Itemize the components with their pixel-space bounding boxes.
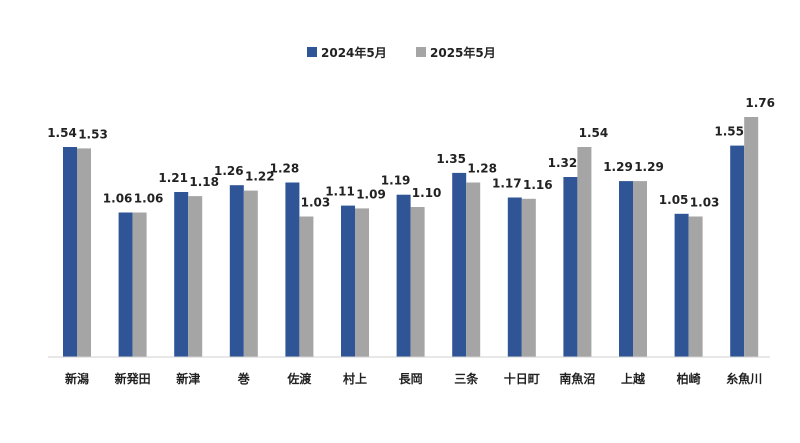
bar-2025-2 [188,196,203,357]
value-label-2025-12: 1.76 [745,96,775,110]
legend-swatch-2024 [307,47,317,57]
value-label-2025-3: 1.22 [245,170,275,184]
bar-2025-3 [243,190,258,357]
bar-2025-7 [466,182,481,357]
bar-2024-2 [174,192,189,357]
category-label-8: 十日町 [504,371,540,386]
bar-2024-7 [452,172,467,357]
bar-2025-5 [355,208,369,357]
value-label-2025-11: 1.03 [690,196,720,210]
bar-2024-12 [730,145,745,357]
value-label-2024-11: 1.05 [659,193,689,207]
bar-2024-11 [674,213,689,357]
value-label-2024-1: 1.06 [103,192,133,206]
bar-2025-11 [688,216,703,357]
value-label-2025-2: 1.18 [189,175,219,189]
bar-2025-1 [132,212,147,357]
bar-2024-6 [396,194,411,357]
legend-label-2025: 2025年5月 [430,45,496,60]
category-label-0: 新潟 [65,371,89,386]
category-label-7: 三条 [454,371,479,386]
bar-2024-5 [341,205,355,357]
bar-2024-1 [118,212,133,357]
bar-2025-0 [77,148,91,357]
value-label-2024-8: 1.17 [492,177,522,191]
bar-2025-4 [299,216,314,357]
value-label-2024-4: 1.28 [270,162,300,176]
category-label-2: 新津 [176,371,200,386]
value-labels: 1.54 1.531.06 1.061.21 1.181.26 1.221.281.03… [47,96,775,210]
bar-2024-4 [285,182,300,357]
bar-2024-10 [619,181,633,357]
category-label-1: 新発田 [115,371,151,386]
value-label-2025-4: 1.03 [301,196,331,210]
value-label-2025-9: 1.54 [579,126,609,140]
bar-2024-8 [507,197,522,357]
bar-2025-10 [633,181,647,357]
category-label-4: 佐渡 [286,371,312,386]
value-label-2024-12: 1.55 [714,125,744,139]
category-label-11: 柏崎 [677,371,701,386]
bar-2025-6 [410,207,425,357]
category-label-3: 巻 [237,371,251,386]
value-label-2024-10: 1.29 [603,160,633,174]
value-label-2025-8: 1.16 [523,178,553,192]
value-label-2025-6: 1.10 [412,186,442,200]
category-labels: 新潟 新発田 新津 巻 佐渡 村上 長岡 三条 十日町 南魚沼 上越 柏崎 糸魚川 [65,371,762,386]
category-label-6: 長岡 [399,371,423,386]
value-label-2025-0: 1.53 [78,127,108,141]
category-label-5: 村上 [343,371,367,386]
value-label-2024-0: 1.54 [47,126,77,140]
value-label-2024-3: 1.26 [214,164,244,178]
bar-2024-9 [563,177,578,357]
value-label-2024-5: 1.11 [325,185,355,199]
legend-swatch-2025 [416,47,426,57]
value-label-2025-7: 1.28 [467,162,497,176]
value-label-2025-1: 1.06 [134,192,164,206]
legend: 2024年5月 2025年5月 [307,45,496,60]
value-label-2024-9: 1.32 [548,156,578,170]
value-label-2025-10: 1.29 [634,160,664,174]
value-label-2024-6: 1.19 [381,174,411,188]
value-label-2024-2: 1.21 [158,171,188,185]
bar-2024-0 [63,147,77,357]
category-label-9: 南魚沼 [559,371,595,386]
category-label-12: 糸魚川 [726,371,762,386]
value-label-2025-5: 1.09 [356,187,386,201]
value-label-2024-7: 1.35 [436,152,466,166]
category-label-10: 上越 [621,371,646,386]
bar-2025-12 [744,117,759,357]
legend-label-2024: 2024年5月 [321,45,387,60]
bars [63,117,759,357]
bar-2024-3 [229,185,244,357]
bar-2025-8 [521,198,536,357]
bar-2025-9 [577,147,592,357]
